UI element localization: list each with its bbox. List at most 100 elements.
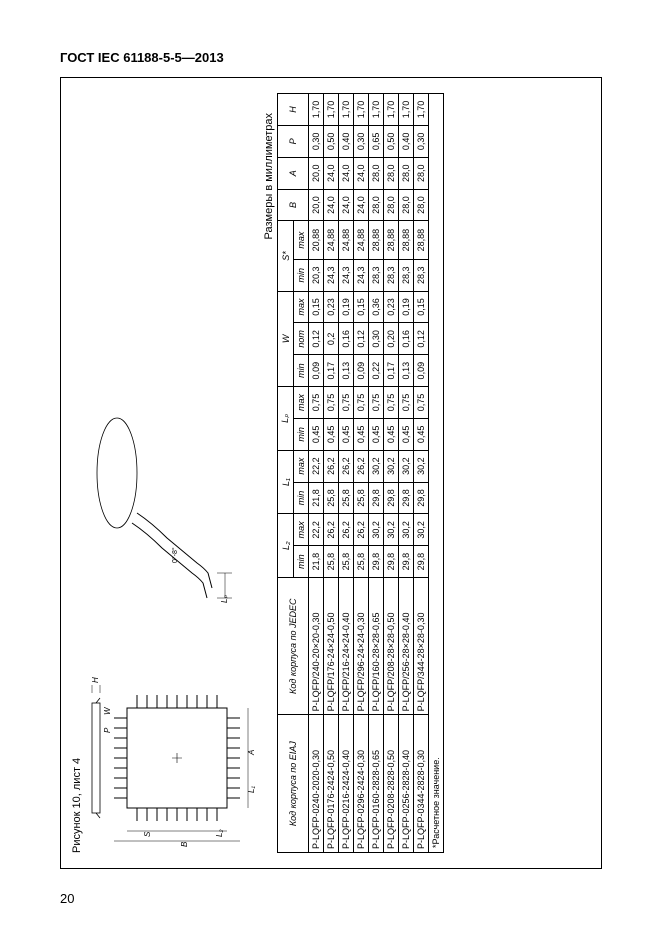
table-cell: 28,0: [384, 157, 399, 189]
table-cell: P-LQFP-0176-2424-0,50: [324, 715, 339, 853]
table-cell: 0,45: [369, 418, 384, 450]
table-cell: 24,0: [324, 157, 339, 189]
table-cell: 0,17: [324, 355, 339, 387]
table-cell: 20,0: [309, 157, 324, 189]
table-cell: P-LQFP/208-28×28-0,50: [384, 578, 399, 715]
table-cell: 0,19: [339, 291, 354, 323]
table-cell: 26,2: [324, 450, 339, 482]
table-cell: 0,16: [339, 323, 354, 355]
table-cell: 30,2: [384, 450, 399, 482]
table-cell: 29,8: [369, 546, 384, 578]
table-row: P-LQFP-0296-2424-0,30P-LQFP/296-24×24-0,…: [354, 94, 369, 853]
table-cell: 0,40: [399, 125, 414, 157]
table-cell: 28,0: [369, 189, 384, 221]
svg-text:S: S: [143, 831, 152, 837]
pin-cross-section-diagram: Lₚ 0°-8°: [87, 383, 247, 623]
table-cell: 25,8: [354, 546, 369, 578]
table-cell: 24,88: [324, 221, 339, 259]
table-cell: 26,2: [339, 450, 354, 482]
table-cell: 1,70: [339, 94, 354, 126]
table-cell: 0,23: [384, 291, 399, 323]
table-cell: 0,30: [309, 125, 324, 157]
table-cell: 24,0: [324, 189, 339, 221]
table-cell: P-LQFP-0256-2828-0,40: [399, 715, 414, 853]
table-cell: 24,88: [339, 221, 354, 259]
table-footnote: *Расчетное значение.: [429, 93, 444, 853]
table-cell: 0,75: [384, 387, 399, 419]
table-cell: 0,75: [309, 387, 324, 419]
col-eiaj: Код корпуса по EIAJ: [278, 715, 309, 853]
table-cell: 0,75: [339, 387, 354, 419]
table-cell: 26,2: [354, 514, 369, 546]
sub-max: max: [294, 387, 309, 419]
col-l1: L₁: [278, 450, 294, 514]
table-cell: P-LQFP-0344-2828-0,30: [414, 715, 429, 853]
table-cell: 0,20: [384, 323, 399, 355]
table-cell: P-LQFP/160-28×28-0,65: [369, 578, 384, 715]
table-cell: 25,8: [324, 546, 339, 578]
table-cell: 20,3: [309, 259, 324, 291]
sub-max: max: [294, 291, 309, 323]
figure-title: Рисунок 10, лист 4: [71, 93, 83, 853]
table-cell: 28,3: [414, 259, 429, 291]
table-cell: 0,45: [324, 418, 339, 450]
svg-text:H: H: [91, 677, 100, 683]
table-cell: 0,22: [369, 355, 384, 387]
package-top-view-diagram: H: [87, 663, 257, 853]
table-cell: 21,8: [309, 546, 324, 578]
table-cell: 0,50: [384, 125, 399, 157]
table-cell: 28,88: [399, 221, 414, 259]
svg-text:P: P: [103, 727, 112, 733]
table-cell: 0,75: [369, 387, 384, 419]
sub-max: max: [294, 514, 309, 546]
table-cell: 0,30: [354, 125, 369, 157]
figure-frame: Рисунок 10, лист 4 H: [60, 77, 602, 869]
table-cell: 28,88: [384, 221, 399, 259]
table-cell: 0,40: [339, 125, 354, 157]
table-cell: 26,2: [339, 514, 354, 546]
table-cell: 0,30: [414, 125, 429, 157]
table-row: P-LQFP-0176-2424-0,50P-LQFP/176-24×24-0,…: [324, 94, 339, 853]
figure-content: Рисунок 10, лист 4 H: [61, 78, 601, 868]
table-cell: 21,8: [309, 482, 324, 514]
table-cell: 28,3: [384, 259, 399, 291]
table-header: Код корпуса по EIAJ Код корпуса по JEDEC…: [278, 94, 309, 853]
table-cell: 0,45: [339, 418, 354, 450]
table-row: P-LQFP-0160-2828-0,65P-LQFP/160-28×28-0,…: [369, 94, 384, 853]
table-cell: 29,8: [384, 482, 399, 514]
sub-min: min: [294, 546, 309, 578]
svg-text:L₁: L₁: [247, 786, 256, 793]
table-cell: 20,88: [309, 221, 324, 259]
units-label: Размеры в миллиметрах: [263, 113, 275, 853]
table-cell: 28,0: [369, 157, 384, 189]
table-cell: 28,3: [369, 259, 384, 291]
table-cell: 24,3: [354, 259, 369, 291]
table-cell: 1,70: [309, 94, 324, 126]
table-cell: 29,8: [414, 482, 429, 514]
table-cell: P-LQFP-0216-2424-0,40: [339, 715, 354, 853]
table-cell: 28,3: [399, 259, 414, 291]
table-cell: 24,3: [339, 259, 354, 291]
table-cell: 25,8: [339, 482, 354, 514]
col-l2: L₂: [278, 514, 294, 578]
table-cell: 28,0: [399, 189, 414, 221]
table-cell: 0,12: [414, 323, 429, 355]
table-cell: P-LQFP-0240-2020-0,30: [309, 715, 324, 853]
table-cell: 0,19: [399, 291, 414, 323]
table-cell: 24,88: [354, 221, 369, 259]
sub-min: min: [294, 482, 309, 514]
col-jedec: Код корпуса по JEDEC: [278, 578, 309, 715]
table-cell: 29,8: [384, 546, 399, 578]
table-cell: 30,2: [369, 450, 384, 482]
table-cell: 0,50: [324, 125, 339, 157]
table-cell: 0,09: [414, 355, 429, 387]
table-cell: 1,70: [399, 94, 414, 126]
table-cell: 30,2: [414, 514, 429, 546]
table-cell: 1,70: [354, 94, 369, 126]
table-cell: 0,13: [399, 355, 414, 387]
table-cell: 22,2: [309, 450, 324, 482]
table-cell: 24,0: [339, 189, 354, 221]
table-cell: 28,0: [384, 189, 399, 221]
table-cell: 26,2: [324, 514, 339, 546]
svg-text:L₂: L₂: [215, 830, 224, 838]
